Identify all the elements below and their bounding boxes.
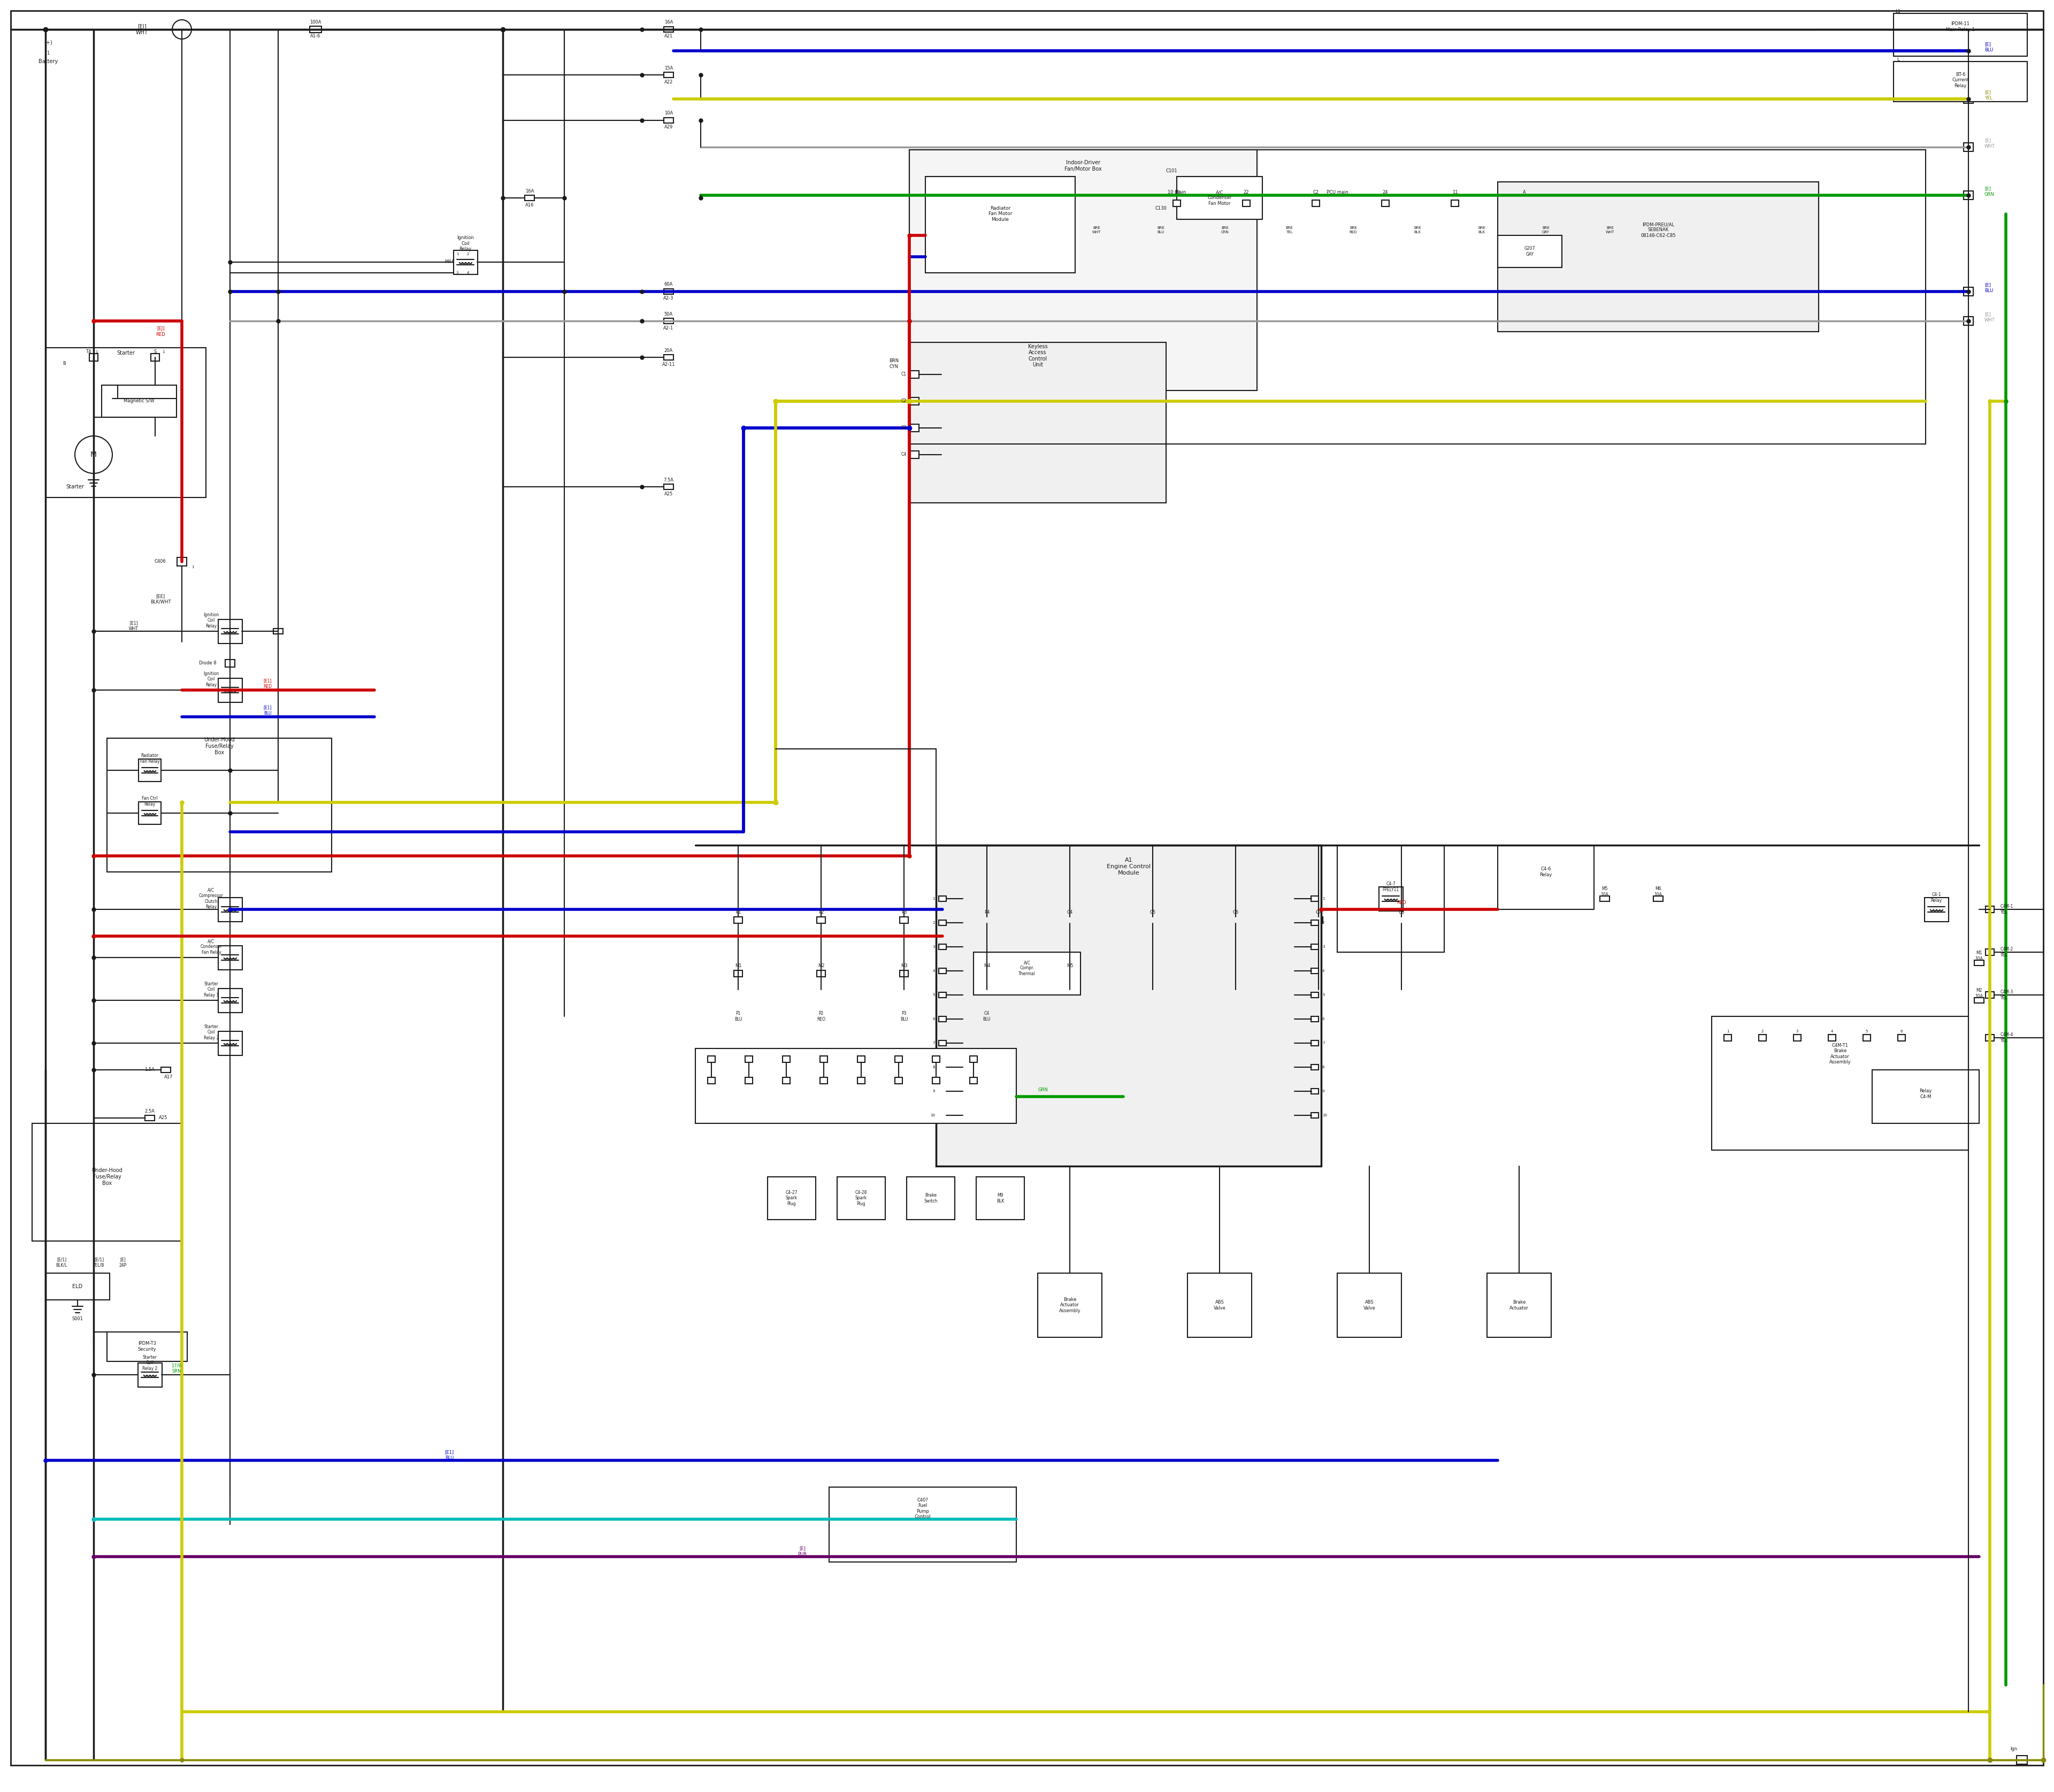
Text: C4M-1
YEL: C4M-1 YEL xyxy=(2001,905,2013,914)
Bar xyxy=(900,969,908,977)
Text: PCU main: PCU main xyxy=(1327,190,1347,195)
Text: 6: 6 xyxy=(1323,1018,1325,1021)
Text: M2: M2 xyxy=(817,962,824,968)
Bar xyxy=(1452,201,1458,206)
Bar xyxy=(1964,287,1974,296)
Bar xyxy=(1758,1034,1766,1041)
Bar xyxy=(817,969,826,977)
Bar xyxy=(1066,918,1074,923)
Text: 1: 1 xyxy=(94,351,97,353)
Text: C4-1
Relay: C4-1 Relay xyxy=(1931,892,1941,903)
Text: A21: A21 xyxy=(663,34,674,39)
Text: A: A xyxy=(1522,190,1526,195)
Text: 1: 1 xyxy=(933,898,935,900)
Bar xyxy=(146,1115,154,1120)
Bar xyxy=(709,1055,715,1063)
Text: 3: 3 xyxy=(1795,1030,1799,1032)
Text: T4: T4 xyxy=(86,349,90,355)
Text: 100A: 100A xyxy=(310,20,320,25)
Bar xyxy=(896,1077,902,1084)
Bar xyxy=(1313,201,1319,206)
Text: A25: A25 xyxy=(158,1116,168,1120)
Bar xyxy=(1310,896,1319,901)
Text: Starter
Coil
Relay 2: Starter Coil Relay 2 xyxy=(203,1025,220,1041)
Bar xyxy=(1310,944,1319,950)
Bar xyxy=(1828,1034,1836,1041)
Bar xyxy=(1986,991,1994,998)
Bar xyxy=(939,968,947,973)
Bar xyxy=(1382,201,1389,206)
Text: M4: M4 xyxy=(984,962,990,968)
Text: 6: 6 xyxy=(1900,1030,1902,1032)
Bar xyxy=(709,1077,715,1084)
Bar xyxy=(1974,961,1984,966)
Text: 10 main: 10 main xyxy=(1167,190,1185,195)
Text: [E1]
WHT: [E1] WHT xyxy=(129,620,138,631)
Text: IPDM-PREU/AL
SEBENAK
08148-C62-C85: IPDM-PREU/AL SEBENAK 08148-C62-C85 xyxy=(1641,222,1676,238)
Bar xyxy=(218,620,242,643)
Text: Brake
Actuator: Brake Actuator xyxy=(1510,1299,1528,1310)
Bar xyxy=(937,846,1321,1167)
Text: 8: 8 xyxy=(1323,1066,1325,1068)
Text: P4: P4 xyxy=(984,910,990,914)
Bar xyxy=(926,177,1074,272)
Text: C101: C101 xyxy=(1165,168,1177,174)
Text: 15A: 15A xyxy=(663,66,674,70)
Text: Starter: Starter xyxy=(66,484,84,489)
Bar xyxy=(1986,907,1994,912)
Text: 1: 1 xyxy=(162,351,164,353)
Bar xyxy=(138,760,160,781)
Text: Ignition
Coil
Relay: Ignition Coil Relay xyxy=(203,672,220,688)
Bar xyxy=(1337,1272,1401,1337)
Bar xyxy=(1310,1041,1319,1047)
Text: 4: 4 xyxy=(1323,969,1325,973)
Text: M1
10A: M1 10A xyxy=(1976,952,1982,961)
Text: C4M-2
YEL: C4M-2 YEL xyxy=(2001,946,2013,957)
Bar xyxy=(107,738,331,873)
Text: 1: 1 xyxy=(191,566,193,568)
Text: 5: 5 xyxy=(933,993,935,996)
Text: C6: C6 xyxy=(1232,910,1239,914)
Bar xyxy=(910,371,918,378)
Bar xyxy=(1487,1272,1551,1337)
Text: M1: M1 xyxy=(735,962,741,968)
Bar xyxy=(1653,896,1664,901)
Bar xyxy=(969,1077,978,1084)
Text: L1: L1 xyxy=(1896,9,1900,14)
Bar xyxy=(1600,896,1610,901)
Bar xyxy=(101,385,177,418)
Bar xyxy=(1964,95,1974,104)
Bar xyxy=(1497,846,1594,909)
Text: 2: 2 xyxy=(1762,1030,1764,1032)
Text: 4: 4 xyxy=(933,969,935,973)
Text: [E1]
BLU: [E1] BLU xyxy=(446,1450,454,1460)
Text: A/C
Compressor
Clutch
Relay: A/C Compressor Clutch Relay xyxy=(199,887,224,909)
Bar xyxy=(820,1077,828,1084)
Bar xyxy=(663,319,674,324)
Bar xyxy=(939,896,947,901)
Bar xyxy=(1925,898,1949,921)
Text: BRE
WHT: BRE WHT xyxy=(1093,226,1101,233)
Bar xyxy=(1310,968,1319,973)
Text: M: M xyxy=(90,452,97,459)
Bar xyxy=(1148,918,1156,923)
Text: G207
GAY: G207 GAY xyxy=(1524,246,1534,256)
Text: C40?
Fuel
Pump
Control: C40? Fuel Pump Control xyxy=(914,1498,930,1520)
Bar xyxy=(976,1177,1025,1220)
Text: IPDM-11
Main Relay 1: IPDM-11 Main Relay 1 xyxy=(1945,22,1974,32)
Text: Ign: Ign xyxy=(2011,1747,2017,1751)
Text: BRE
BLK: BRE BLK xyxy=(1479,226,1485,233)
Bar xyxy=(1397,918,1405,923)
Bar xyxy=(820,1055,828,1063)
Bar xyxy=(1310,1016,1319,1021)
Text: [E1]
RED: [E1] RED xyxy=(263,679,271,688)
Text: ABS
Valve: ABS Valve xyxy=(1214,1299,1226,1310)
Bar xyxy=(939,919,947,925)
Text: 4: 4 xyxy=(466,271,468,274)
Text: 8: 8 xyxy=(933,1066,935,1068)
Text: 3: 3 xyxy=(933,944,935,948)
Text: BRE
BLU: BRE BLU xyxy=(1156,226,1165,233)
Text: BRE
RED: BRE RED xyxy=(1349,226,1358,233)
Text: 1: 1 xyxy=(1727,1030,1729,1032)
Text: (+): (+) xyxy=(43,39,51,45)
